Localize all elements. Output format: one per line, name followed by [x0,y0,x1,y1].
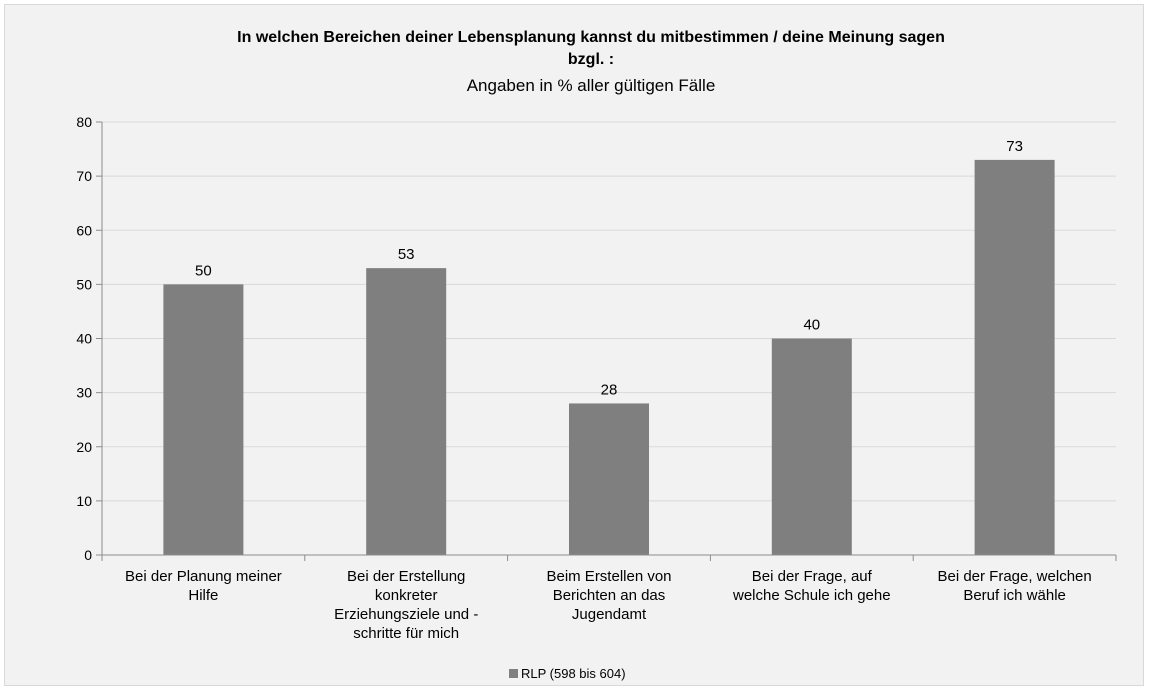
y-tick-label: 20 [76,439,92,455]
data-labels: 50 53 28 40 73 [195,138,1023,399]
gridlines [102,121,1116,502]
chart-title-line-2: bzgl. : [568,51,614,68]
y-tick-label: 80 [76,114,92,130]
legend-swatch [509,669,518,678]
chart-frame: In welchen Bereichen deiner Lebensplanun… [4,4,1144,686]
legend-label: RLP (598 bis 604) [521,666,626,681]
x-category-label: Bei der Planung meiner Hilfe [125,568,282,604]
data-label: 40 [803,317,820,334]
bars [163,159,1055,555]
x-category-label: Bei der Frage, auf welche Schule ich gehe [732,568,891,604]
legend: RLP (598 bis 604) [509,666,626,681]
y-tick-label: 0 [84,547,92,563]
x-axis: Bei der Planung meiner Hilfe Bei der Erste… [101,554,1117,642]
x-category-label: Beim Erstellen von Berichten an das Jugend… [546,568,671,623]
bar [163,284,244,555]
data-label: 53 [398,246,415,263]
chart-subtitle: Angaben in % aller gültigen Fälle [467,76,716,95]
y-tick-label: 50 [76,276,92,292]
bar-chart: In welchen Bereichen deiner Lebensplanun… [76,29,1117,681]
y-tick-label: 30 [76,385,92,401]
x-category-label: Bei der Erstellung konkreter Erziehungszie… [334,568,478,642]
bar [974,159,1055,555]
y-tick-label: 40 [76,331,92,347]
y-tick-label: 60 [76,222,92,238]
data-label: 28 [601,381,618,398]
data-label: 73 [1006,138,1023,155]
bar [771,338,852,555]
y-tick-label: 10 [76,493,92,509]
chart-title-line-1: In welchen Bereichen deiner Lebensplanun… [237,29,945,46]
y-tick-label: 70 [76,168,92,184]
bar [569,403,649,555]
data-label: 50 [195,262,212,279]
y-axis: 0 10 20 30 40 50 60 70 80 [76,114,103,563]
x-category-label: Bei der Frage, welchen Beruf ich wähle [937,568,1091,604]
bar [366,268,447,555]
